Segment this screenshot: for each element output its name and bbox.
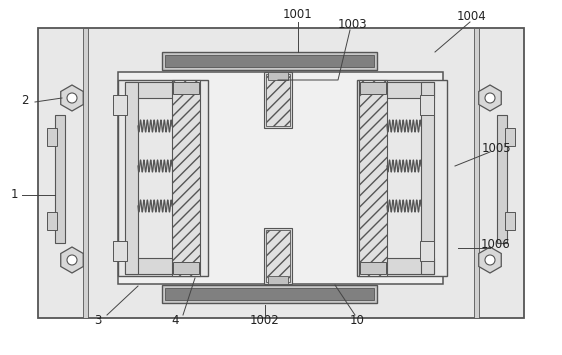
- Bar: [359, 80, 387, 276]
- Circle shape: [67, 255, 77, 265]
- Bar: [374, 82, 434, 98]
- Text: 1004: 1004: [457, 11, 487, 23]
- Bar: [38, 28, 524, 318]
- Bar: [83, 28, 88, 318]
- Text: 1002: 1002: [250, 313, 280, 327]
- Bar: [264, 228, 292, 284]
- Bar: [264, 72, 292, 128]
- Bar: [118, 80, 208, 276]
- Bar: [420, 95, 434, 115]
- Bar: [421, 82, 434, 274]
- Bar: [125, 82, 138, 274]
- Bar: [125, 82, 185, 98]
- Text: 1006: 1006: [481, 237, 511, 251]
- Bar: [162, 285, 377, 303]
- Polygon shape: [61, 85, 83, 111]
- Circle shape: [67, 93, 77, 103]
- Circle shape: [485, 255, 495, 265]
- Bar: [268, 72, 288, 80]
- Text: 2: 2: [21, 93, 29, 106]
- Bar: [165, 55, 374, 67]
- Bar: [360, 262, 386, 274]
- Bar: [118, 72, 443, 284]
- Bar: [165, 288, 374, 300]
- Bar: [266, 230, 290, 282]
- Text: 1001: 1001: [283, 9, 313, 22]
- Bar: [474, 28, 479, 318]
- Polygon shape: [479, 85, 501, 111]
- Bar: [162, 52, 377, 70]
- Bar: [47, 128, 57, 146]
- Bar: [172, 80, 200, 276]
- Text: 4: 4: [171, 313, 179, 327]
- Bar: [497, 115, 507, 243]
- Text: 1005: 1005: [481, 142, 511, 154]
- Polygon shape: [61, 247, 83, 273]
- Text: 3: 3: [94, 313, 102, 327]
- Bar: [505, 212, 515, 230]
- Bar: [420, 241, 434, 261]
- Text: 1003: 1003: [337, 18, 367, 32]
- Bar: [173, 262, 199, 274]
- Bar: [360, 82, 386, 94]
- Bar: [173, 82, 199, 94]
- Circle shape: [485, 93, 495, 103]
- Bar: [125, 258, 185, 274]
- Bar: [113, 241, 127, 261]
- Bar: [374, 258, 434, 274]
- Bar: [55, 115, 65, 243]
- Bar: [113, 95, 127, 115]
- Bar: [266, 74, 290, 126]
- Bar: [357, 80, 447, 276]
- Bar: [47, 212, 57, 230]
- Bar: [268, 276, 288, 284]
- Text: 10: 10: [350, 313, 364, 327]
- Bar: [505, 128, 515, 146]
- Text: 1: 1: [10, 189, 18, 202]
- Polygon shape: [479, 247, 501, 273]
